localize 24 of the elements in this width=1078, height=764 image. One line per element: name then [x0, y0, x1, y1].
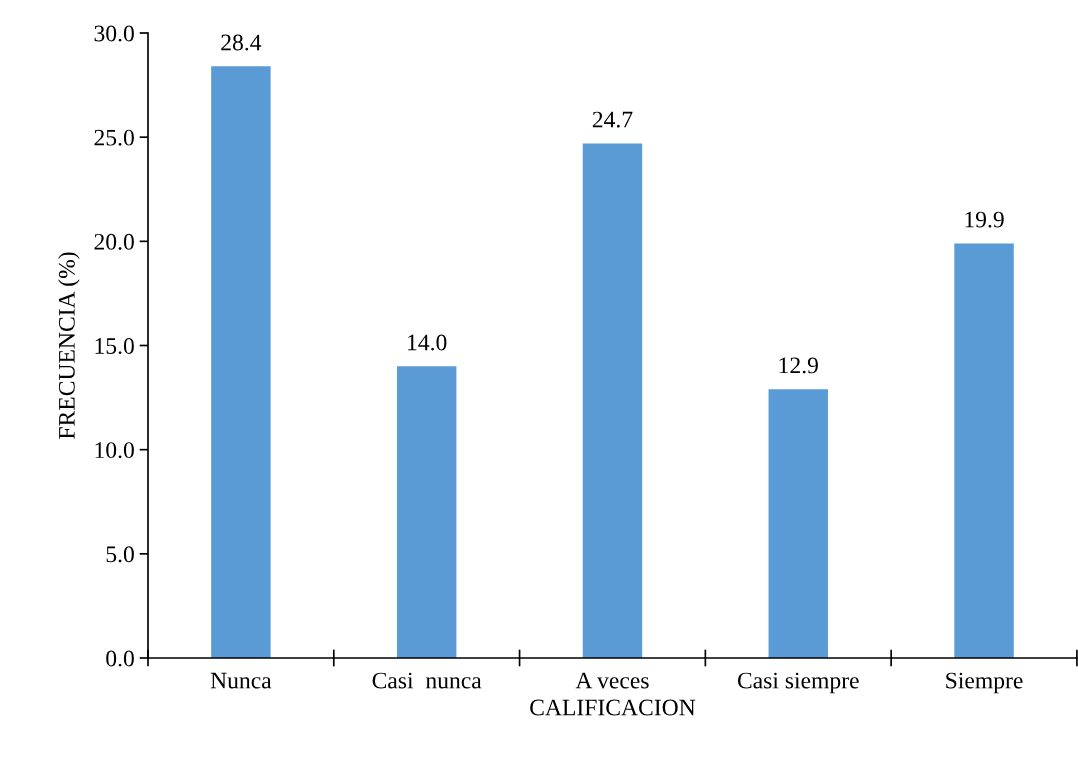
- x-tick-label: Casi siempre: [737, 672, 859, 694]
- bar: [768, 389, 828, 658]
- y-tick-label: 5.0: [106, 546, 134, 563]
- y-tick-label: 15.0: [95, 337, 134, 355]
- data-label: 28.4: [221, 34, 262, 51]
- y-tick-label: 20.0: [94, 233, 134, 250]
- x-tick-label: Siempre: [946, 672, 1023, 694]
- y-tick-label: 10.0: [95, 442, 134, 459]
- y-tick-label: 30.0: [94, 25, 134, 42]
- data-label: 12.9: [779, 357, 818, 374]
- x-tick-label: Casi nunca: [372, 672, 482, 689]
- x-axis-title: CALIFICACION: [530, 699, 696, 716]
- bar: [396, 366, 457, 658]
- bar: [954, 243, 1014, 658]
- data-label: 14.0: [408, 334, 447, 351]
- y-tick-label: 25.0: [94, 129, 134, 146]
- y-axis-title: FRECUENCIA (%): [58, 252, 80, 439]
- bar: [211, 66, 271, 658]
- x-tick-label: Nunca: [210, 672, 272, 689]
- data-label: 19.9: [965, 211, 1004, 228]
- x-tick-label: A veces: [575, 672, 649, 689]
- bar: [582, 143, 643, 658]
- y-tick-label: 0.0: [106, 650, 134, 667]
- data-label: 24.7: [592, 111, 633, 128]
